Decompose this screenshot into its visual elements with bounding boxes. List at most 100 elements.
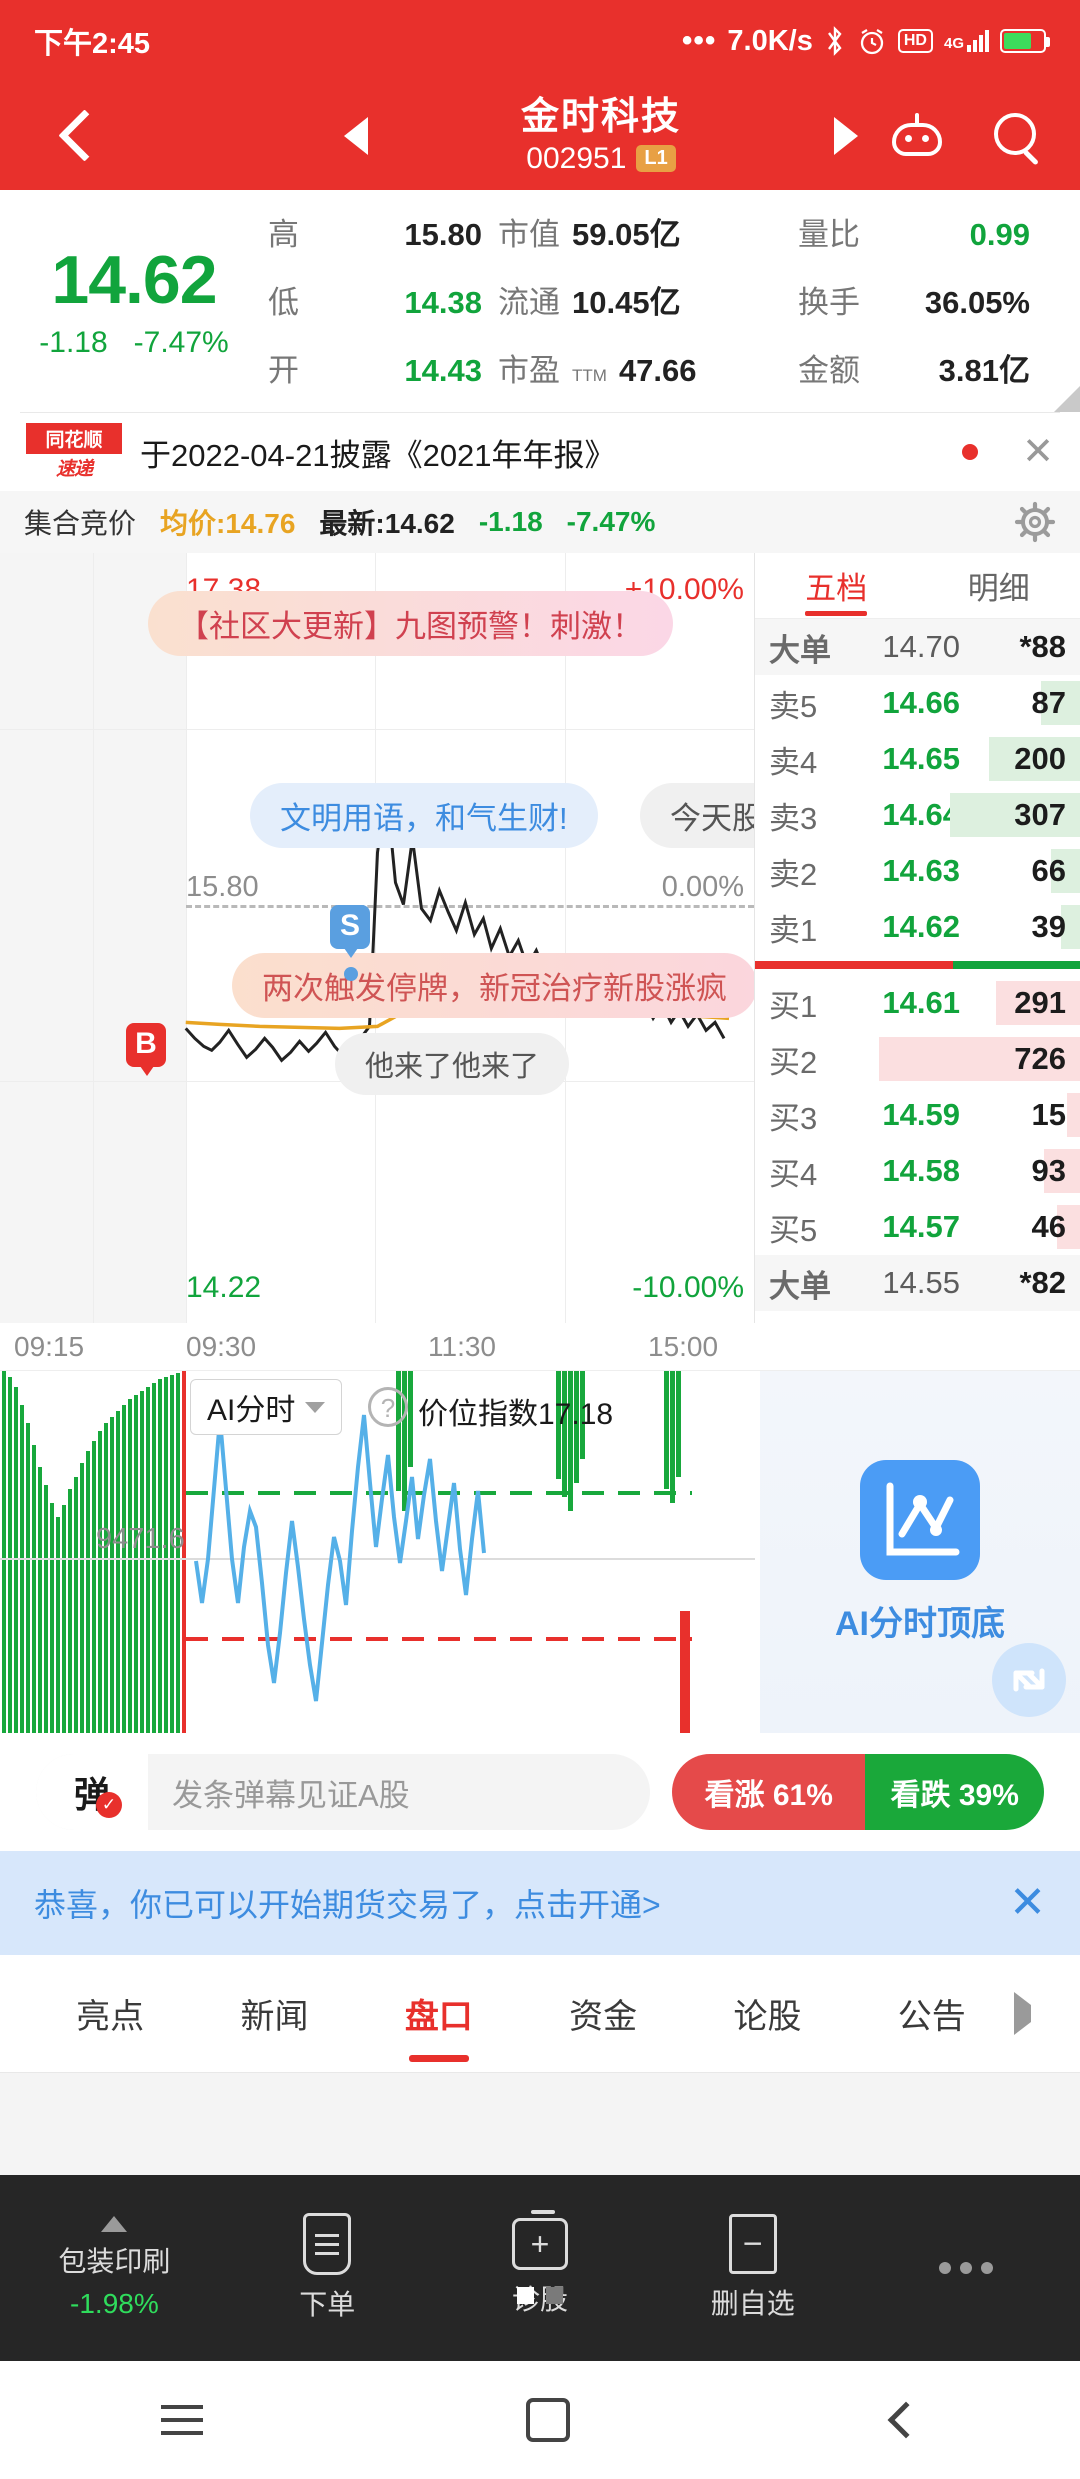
tab-news[interactable]: 新闻 <box>192 1955 356 2072</box>
tab-highlights[interactable]: 亮点 <box>28 1955 192 2072</box>
bid-row-5[interactable]: 买5 14.57 46 <box>755 1199 1080 1255</box>
expand-corner-icon[interactable] <box>1054 386 1080 412</box>
ask-row-1[interactable]: 卖1 14.62 39 <box>755 899 1080 955</box>
ai-promo-card[interactable]: AI分时顶底 <box>760 1371 1080 1733</box>
search-icon[interactable] <box>992 111 1042 161</box>
tab-discussion[interactable]: 论股 <box>685 1955 849 2072</box>
remove-watchlist-button[interactable]: − 删自选 <box>646 2214 859 2322</box>
chart-header: 集合竞价 均价:14.76 最新:14.62 -1.18 -7.47% <box>0 491 1080 553</box>
menu-icon[interactable] <box>161 2405 203 2435</box>
chart-app-icon <box>860 1460 980 1580</box>
sector-button[interactable]: 包装印刷 -1.98% <box>8 2216 221 2320</box>
diagnose-button[interactable]: + 诊股 <box>434 2218 647 2318</box>
back-button[interactable] <box>50 109 104 163</box>
tab-capital[interactable]: 资金 <box>521 1955 685 2072</box>
quote-label-low: 低 <box>268 272 360 334</box>
stock-name: 金时科技 <box>368 96 834 140</box>
quote-label-float: 流通 <box>498 272 560 334</box>
tab-announcement[interactable]: 公告 <box>850 1955 1014 2072</box>
bid-qty-4: 93 <box>970 1153 1066 1189</box>
quote-label-open: 开 <box>268 340 360 402</box>
system-nav-bar <box>0 2361 1080 2479</box>
bid-qty-1: 291 <box>970 985 1066 1021</box>
volume-panel[interactable]: 9471.6 AI分时 ? 价位指数17.18 AI分时顶底 <box>0 1371 1080 1733</box>
bid-row-1[interactable]: 买1 14.61 291 <box>755 975 1080 1031</box>
bid-row-4[interactable]: 买4 14.58 93 <box>755 1143 1080 1199</box>
quote-row-volratio: 量比 0.99 <box>798 204 1056 266</box>
news-text[interactable]: 于2022-04-21披露《2021年年报》 <box>140 430 944 475</box>
quote-label-pe: 市盈 <box>498 340 560 402</box>
diagnose-case-icon: + <box>512 2218 568 2270</box>
bid-price-3: 14.59 <box>857 1097 970 1133</box>
home-icon[interactable] <box>526 2398 570 2442</box>
bid-qty-2: 726 <box>970 1041 1066 1077</box>
danmaku-item: 他来了他来了 <box>335 1033 569 1095</box>
tab-details[interactable]: 明细 <box>918 553 1080 618</box>
news-banner[interactable]: 同花顺 速递 于2022-04-21披露《2021年年报》 ✕ <box>0 413 1080 491</box>
ai-mode-selector[interactable]: AI分时 <box>190 1379 342 1435</box>
tab-orderbook[interactable]: 盘口 <box>357 1955 521 2072</box>
ask-qty-2: 66 <box>970 853 1066 889</box>
ai-mode-label: AI分时 <box>207 1385 295 1429</box>
bearish-button[interactable]: 看跌 39% <box>865 1754 1044 1830</box>
quote-value-open: 14.43 <box>360 340 498 402</box>
notice-text[interactable]: 恭喜，你已可以开始期货交易了，点击开通> <box>34 1880 1009 1926</box>
stock-code: 002951 <box>526 142 626 176</box>
prev-stock-button[interactable] <box>344 117 368 155</box>
danmaku-item: 文明用语，和气生财! <box>250 783 598 848</box>
quote-row-low: 低 14.38 <box>268 272 498 334</box>
buy-marker[interactable]: B <box>126 1023 166 1067</box>
bullish-button[interactable]: 看涨 61% <box>672 1754 865 1830</box>
sell-marker[interactable]: S <box>330 905 370 949</box>
ratio-bull-segment <box>755 961 953 969</box>
tabs-more-button[interactable] <box>1014 2005 1052 2023</box>
danmaku-badge-icon[interactable]: 弹 ✓ <box>36 1754 148 1830</box>
tab-five-levels[interactable]: 五档 <box>755 553 918 618</box>
futures-notice-banner[interactable]: 恭喜，你已可以开始期货交易了，点击开通> ✕ <box>0 1851 1080 1955</box>
notice-close-icon[interactable]: ✕ <box>1009 1881 1046 1925</box>
danmaku-item: 两次触发停牌，新冠治疗新股涨疯 <box>232 953 755 1018</box>
danmaku-input[interactable]: 弹 ✓ 发条弹幕见证A股 <box>36 1754 650 1830</box>
next-stock-button[interactable] <box>834 117 858 155</box>
news-close-icon[interactable]: ✕ <box>1022 433 1054 471</box>
quote-row-open: 开 14.43 <box>268 340 498 402</box>
ask-row-4[interactable]: 卖4 14.65 200 <box>755 731 1080 787</box>
ask-row-2[interactable]: 卖2 14.63 66 <box>755 843 1080 899</box>
bid-row-3[interactable]: 买3 14.59 15 <box>755 1087 1080 1143</box>
ask-row-3[interactable]: 卖3 14.64 307 <box>755 787 1080 843</box>
more-button[interactable] <box>859 2262 1072 2274</box>
big-buy-price: 14.55 <box>857 1265 970 1301</box>
ask-price-1: 14.62 <box>857 909 970 945</box>
time-axis: 09:15 09:30 11:30 15:00 <box>0 1323 1080 1371</box>
back-icon[interactable] <box>887 2402 924 2439</box>
robot-assistant-icon[interactable] <box>888 113 946 159</box>
bid-row-2[interactable]: 买2 14.60 726 <box>755 1031 1080 1087</box>
danmaku-placeholder: 发条弹幕见证A股 <box>148 1770 410 1815</box>
sell-marker-dot-icon <box>344 967 358 981</box>
quote-row-turnover: 换手 36.05% <box>798 272 1056 334</box>
danmaku-item: 【社区大更新】九图预警！刺激！ <box>148 591 673 656</box>
price-change-row: -1.18 -7.47% <box>0 326 268 360</box>
place-order-label: 下单 <box>299 2283 355 2323</box>
hd-icon: HD <box>898 29 933 53</box>
sentiment-toggle[interactable]: 看涨 61% 看跌 39% <box>672 1754 1044 1830</box>
chart-and-orderbook: 17.38 +10.00% 15.80 0.00% 14.22 -10.00% … <box>0 553 1080 1323</box>
place-order-button[interactable]: 下单 <box>221 2213 434 2323</box>
chevron-right-icon <box>1014 1992 1031 2035</box>
bid-label-1: 买1 <box>769 981 857 1026</box>
ask-label-2: 卖2 <box>769 849 857 894</box>
ths-logo-bottom: 速递 <box>26 454 122 481</box>
last-price: 14.62 <box>0 246 268 314</box>
question-icon[interactable]: ? <box>368 1387 408 1427</box>
expand-icon[interactable] <box>992 1643 1066 1717</box>
bottom-toolbar: 包装印刷 -1.98% 下单 + 诊股 − 删自选 <box>0 2175 1080 2361</box>
intraday-chart[interactable]: 17.38 +10.00% 15.80 0.00% 14.22 -10.00% … <box>0 553 755 1323</box>
time-tick-0: 09:15 <box>14 1331 84 1363</box>
ask-row-5[interactable]: 卖5 14.66 87 <box>755 675 1080 731</box>
bid-qty-3: 15 <box>970 1097 1066 1133</box>
buy-sell-ratio-bar <box>755 961 1080 969</box>
gear-icon[interactable] <box>1014 501 1056 543</box>
network-speed: 7.0K/s <box>727 25 812 58</box>
quote-pe-sup: TTM <box>572 345 607 407</box>
